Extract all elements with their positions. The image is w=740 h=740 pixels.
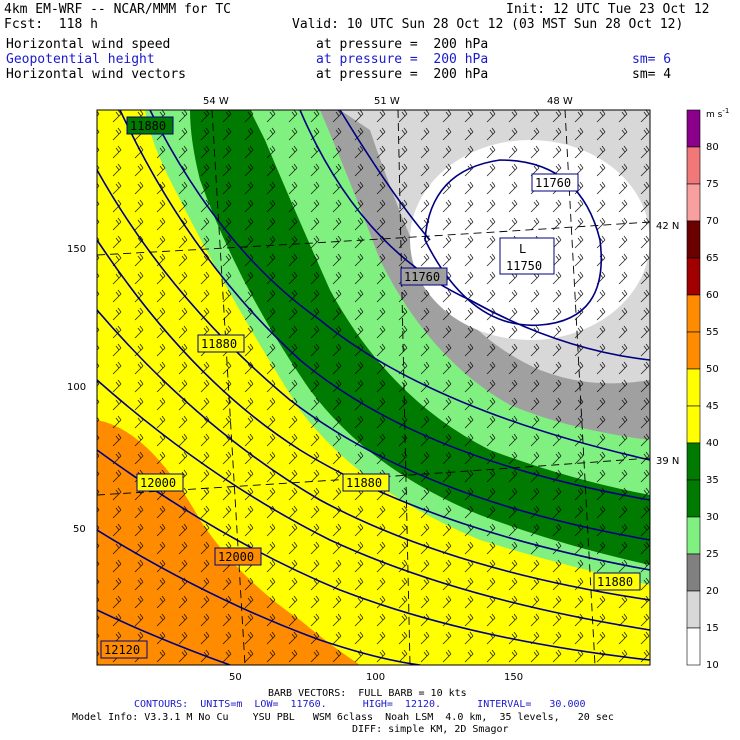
- colorbar-swatch-6: [686, 331, 701, 370]
- map-frame: [96, 109, 651, 666]
- colorbar-label-55: 55: [706, 327, 719, 338]
- contour-label-7: 11880: [346, 476, 382, 490]
- colorbar-swatch-14: [686, 627, 701, 666]
- lon-label-54w: 54 W: [203, 96, 229, 107]
- colorbar-unit: m s-1: [706, 107, 729, 120]
- colorbar: 80 75 70 65 60 55 50 45 40 35 30 25 20 15 10: [686, 109, 719, 671]
- wind-barbs: [97, 110, 650, 665]
- colorbar-label-25: 25: [706, 549, 719, 560]
- lon-label-48w: 48 W: [547, 96, 573, 107]
- colorbar-label-10: 10: [706, 660, 719, 671]
- x-tick-50: 50: [229, 672, 242, 683]
- colorbar-label-50: 50: [706, 364, 719, 375]
- colorbar-label-60: 60: [706, 290, 719, 301]
- contour-labels: 11880 11760 11760 L 11750 11880 12000 11…: [100, 116, 641, 659]
- x-tick-100: 100: [366, 672, 385, 683]
- colorbar-swatch-0: [686, 109, 701, 148]
- diffusion-info: DIFF: simple KM, 2D Smagor: [352, 724, 509, 735]
- x-tick-150: 150: [504, 672, 523, 683]
- colorbar-swatch-5: [686, 294, 701, 333]
- colorbar-swatch-4: [686, 257, 701, 296]
- field-name-wind-vectors: Horizontal wind vectors: [6, 67, 187, 82]
- map-fill: [97, 110, 650, 665]
- lat-label-39n: 39 N: [656, 456, 679, 467]
- barb-vector-legend: BARB VECTORS: FULL BARB = 10 kts: [268, 688, 467, 699]
- contour-label-8: 12000: [218, 550, 254, 564]
- colorbar-swatch-11: [686, 516, 701, 555]
- field-smooth-geopotential: sm= 6: [632, 52, 672, 67]
- contour-label-1: 11760: [535, 176, 571, 190]
- contour-label-0: 11880: [130, 119, 166, 133]
- contour-label-10: 12120: [104, 643, 140, 657]
- contour-label-6: 12000: [140, 476, 176, 490]
- field-name-wind-speed: Horizontal wind speed: [6, 37, 171, 52]
- axis-labels: 54 W 51 W 48 W 42 N 39 N 150 100 50 50 1…: [67, 96, 679, 683]
- contour-label-9: 11880: [597, 575, 633, 589]
- colorbar-swatch-9: [686, 442, 701, 481]
- colorbar-label-80: 80: [706, 142, 719, 153]
- colorbar-label-35: 35: [706, 475, 719, 486]
- colorbar-swatch-8: [686, 405, 701, 444]
- y-tick-150: 150: [67, 244, 86, 255]
- colorbar-label-45: 45: [706, 401, 719, 412]
- colorbar-swatch-2: [686, 183, 701, 222]
- valid-time: Valid: 10 UTC Sun 28 Oct 12 (03 MST Sun …: [292, 17, 684, 32]
- lon-label-51w: 51 W: [374, 96, 400, 107]
- field-level-wind-vectors: at pressure = 200 hPa: [316, 67, 489, 82]
- colorbar-label-40: 40: [706, 438, 719, 449]
- model-info: Model Info: V3.3.1 M No Cu YSU PBL WSM 6…: [72, 712, 614, 723]
- contour-label-2: 11760: [404, 270, 440, 284]
- contour-label-3: L: [519, 242, 526, 256]
- colorbar-label-20: 20: [706, 586, 719, 597]
- init-time: Init: 12 UTC Tue 23 Oct 12: [506, 2, 710, 17]
- colorbar-swatch-1: [686, 146, 701, 185]
- field-smooth-wind-vectors: sm= 4: [632, 67, 672, 82]
- colorbar-swatch-3: [686, 220, 701, 259]
- lat-label-42n: 42 N: [656, 221, 679, 232]
- colorbar-label-75: 75: [706, 179, 719, 190]
- colorbar-label-70: 70: [706, 216, 719, 227]
- contour-label-4: 11750: [506, 259, 542, 273]
- contour-info: CONTOURS: UNITS=m LOW= 11760. HIGH= 1212…: [134, 699, 586, 710]
- y-tick-100: 100: [67, 382, 86, 393]
- height-contours: [97, 110, 650, 665]
- field-level-geopotential: at pressure = 200 hPa: [316, 52, 489, 67]
- forecast-hour: Fcst: 118 h: [4, 17, 98, 32]
- colorbar-swatch-7: [686, 368, 701, 407]
- field-level-wind-speed: at pressure = 200 hPa: [316, 37, 489, 52]
- model-title: 4km EM-WRF -- NCAR/MMM for TC: [4, 2, 231, 17]
- colorbar-swatch-10: [686, 479, 701, 518]
- colorbar-label-65: 65: [706, 253, 719, 264]
- colorbar-label-30: 30: [706, 512, 719, 523]
- colorbar-label-15: 15: [706, 623, 719, 634]
- field-name-geopotential: Geopotential height: [6, 52, 155, 67]
- colorbar-swatch-13: [686, 590, 701, 629]
- y-tick-50: 50: [73, 524, 86, 535]
- colorbar-swatch-12: [686, 553, 701, 592]
- contour-label-5: 11880: [201, 337, 237, 351]
